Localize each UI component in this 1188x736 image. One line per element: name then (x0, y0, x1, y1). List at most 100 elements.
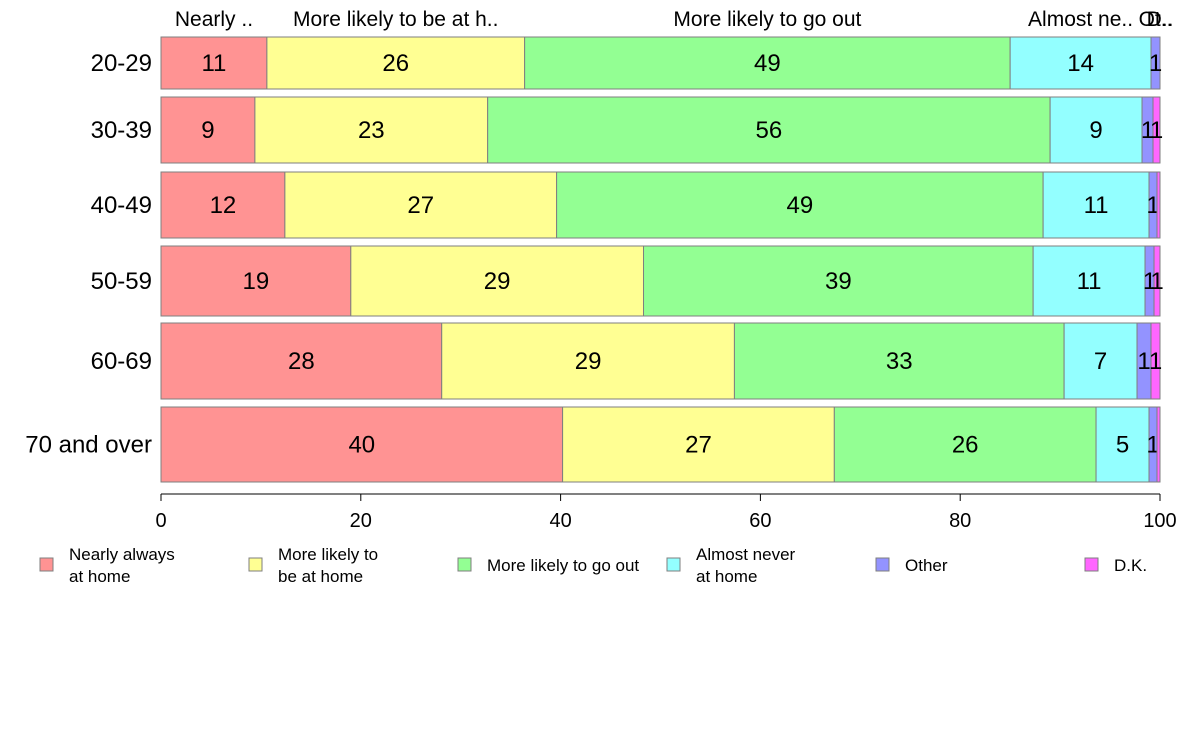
data-label: 9 (201, 117, 214, 144)
bar-segment (1152, 96, 1161, 164)
bar-segment (562, 406, 835, 483)
data-label: 40 (348, 432, 375, 459)
data-label: 29 (484, 268, 511, 295)
data-label: 1 (1137, 348, 1150, 375)
category-label: 40-49 (91, 192, 152, 219)
legend: Nearly always at home More likely to be at … (39, 545, 1147, 586)
bar-segment (1095, 406, 1150, 483)
category-label: 20-29 (91, 50, 152, 77)
legend-swatch (875, 557, 890, 572)
category-label: 60-69 (91, 348, 152, 375)
data-label: 1 (1143, 268, 1156, 295)
x-tick-label: 0 (155, 510, 166, 532)
data-label: 1 (1150, 117, 1163, 144)
bar-segment (1150, 36, 1161, 90)
legend-item: More likely to be at home (248, 545, 378, 586)
legend-label: Nearly always at home (69, 545, 175, 586)
data-label: 14 (1067, 50, 1094, 77)
legend-swatch (1084, 557, 1099, 572)
data-label: 26 (382, 50, 409, 77)
data-label: 11 (1077, 268, 1102, 295)
data-label: 11 (201, 50, 226, 77)
bar-segment (160, 322, 443, 400)
legend-item: Almost never at home (666, 545, 796, 586)
bar-row: 60-69 28 29 33 7 11 (91, 322, 1162, 400)
data-label: 56 (756, 117, 783, 144)
data-label: 1 (1149, 348, 1162, 375)
data-label: 1 (1150, 268, 1163, 295)
legend-label: Other (905, 556, 948, 575)
bar-segment (160, 96, 256, 164)
bar-segment (643, 245, 1034, 317)
header-label-4: Ot.. (1139, 8, 1173, 31)
bar-segment (833, 406, 1097, 483)
header-label-1: More likely to be at h.. (293, 8, 498, 31)
bar-row: 50-59 19 29 39 11 11 (91, 245, 1164, 317)
bar-segment (733, 322, 1065, 400)
bar-segment (1150, 322, 1161, 400)
bar-row: 30-39 9 23 56 9 11 (91, 96, 1163, 164)
category-label: 30-39 (91, 117, 152, 144)
bar-segment (1156, 406, 1161, 483)
x-tick-label: 40 (549, 510, 571, 532)
bar-segment (1049, 96, 1143, 164)
data-label: 39 (825, 268, 852, 295)
bar-row: 20-29 11 26 49 14 1 (91, 36, 1162, 90)
legend-label: More likely to be at home (278, 545, 378, 586)
data-label: 49 (787, 192, 814, 219)
data-label: 9 (1089, 117, 1102, 144)
data-label: 1 (1149, 50, 1162, 77)
header-label-5: D.. (1147, 8, 1174, 31)
legend-swatch (39, 557, 54, 572)
bar-segment (1063, 322, 1138, 400)
data-label: 7 (1094, 348, 1107, 375)
bar-segment (266, 36, 526, 90)
data-label: 1 (1146, 432, 1159, 459)
bar-segment (1156, 171, 1161, 239)
header-label-3: Almost ne.. (1028, 8, 1133, 31)
x-tick-label: 60 (749, 510, 771, 532)
bar-segment (1032, 245, 1146, 317)
bar-segment (441, 322, 735, 400)
bar-row: 40-49 12 27 49 11 1 (91, 171, 1161, 239)
data-label: 11 (1084, 192, 1109, 219)
data-label: 27 (685, 432, 712, 459)
data-label: 5 (1116, 432, 1129, 459)
data-label: 26 (952, 432, 979, 459)
x-tick-label: 20 (350, 510, 372, 532)
data-label: 1 (1141, 117, 1154, 144)
bar-segment (556, 171, 1044, 239)
bar-segment (160, 406, 564, 483)
category-label: 70 and over (25, 432, 152, 459)
legend-swatch (248, 557, 263, 572)
bar-segment (160, 245, 352, 317)
data-label: 1 (1146, 192, 1159, 219)
legend-item: D.K. (1084, 556, 1147, 575)
header-label-2: More likely to go out (673, 8, 861, 31)
data-label: 28 (288, 348, 315, 375)
bar-segment (350, 245, 645, 317)
bar-segment (487, 96, 1051, 164)
header-label-0: Nearly .. (175, 8, 253, 31)
legend-swatch (457, 557, 472, 572)
legend-item: Other (875, 556, 948, 575)
legend-item: Nearly always at home (39, 545, 175, 586)
legend-item: More likely to go out (457, 556, 639, 575)
category-label: 50-59 (91, 268, 152, 295)
bar-row: 70 and over 40 27 26 5 1 (25, 406, 1161, 483)
data-label: 33 (886, 348, 913, 375)
data-label: 29 (575, 348, 602, 375)
bar-segment (1042, 171, 1150, 239)
legend-swatch (666, 557, 681, 572)
x-axis: 0 20 40 60 80 100 (155, 493, 1177, 532)
data-label: 19 (243, 268, 270, 295)
bar-segment (160, 171, 286, 239)
x-tick-label: 100 (1143, 510, 1176, 532)
header-labels: Nearly .. More likely to be at h.. More li… (175, 8, 1174, 31)
bar-segment (254, 96, 489, 164)
bar-segment (284, 171, 558, 239)
legend-label: Almost never at home (696, 545, 796, 586)
data-label: 23 (358, 117, 385, 144)
